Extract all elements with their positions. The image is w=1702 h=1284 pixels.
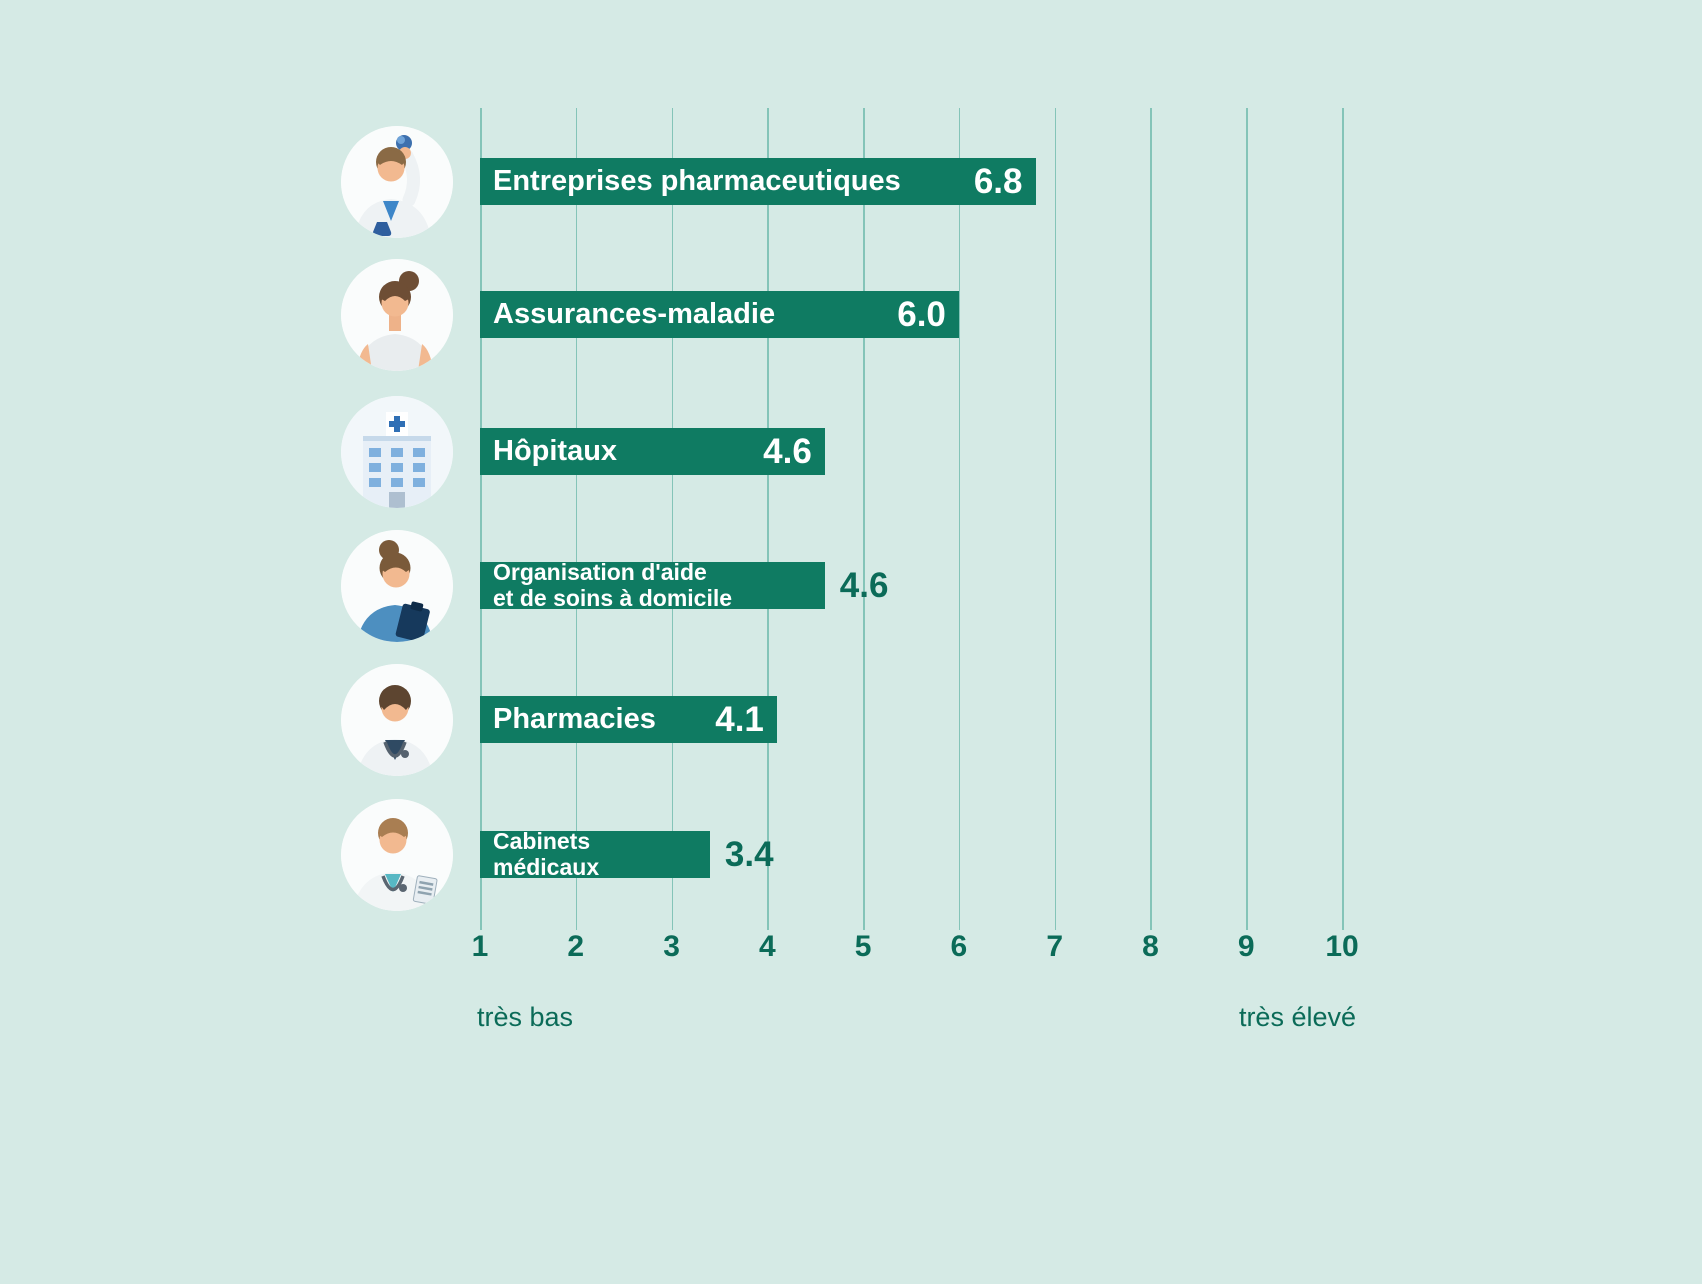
bar-label: Entreprises pharmaceutiques bbox=[493, 165, 901, 197]
axis-min-caption: très bas bbox=[477, 1002, 574, 1032]
x-tick-label: 10 bbox=[1325, 930, 1359, 963]
gridline bbox=[958, 108, 961, 930]
x-tick-label: 2 bbox=[567, 930, 585, 963]
bar-entreprises-pharmaceutiques: Entreprises pharmaceutiques 6.8 bbox=[480, 158, 1036, 205]
bar-label-line1: Cabinets bbox=[493, 827, 591, 854]
gridline bbox=[1150, 108, 1152, 930]
gridline bbox=[575, 108, 578, 930]
gridline bbox=[1342, 108, 1344, 930]
x-tick-label: 5 bbox=[854, 930, 872, 963]
bar-value: 3.4 bbox=[724, 834, 774, 874]
gridline bbox=[863, 108, 865, 930]
bar-organisation-aide-soins: Organisation d'aide et de soins à domici… bbox=[480, 558, 888, 612]
gridline bbox=[1246, 108, 1248, 930]
x-tick-label: 4 bbox=[758, 930, 776, 963]
hospital-icon bbox=[341, 396, 453, 508]
bar-value: 6.8 bbox=[973, 161, 1023, 201]
bar-label: Assurances-maladie bbox=[493, 298, 776, 330]
x-tick-label: 8 bbox=[1142, 930, 1159, 963]
bar-cabinets-medicaux: Cabinets médicaux 3.4 bbox=[480, 827, 774, 881]
bar-label-line1: Organisation d'aide bbox=[493, 558, 707, 585]
bar-value: 4.6 bbox=[839, 565, 889, 605]
bar-row-pharmacies: Pharmacies 4.1 bbox=[0, 664, 1702, 776]
axis-max-caption: très élevé bbox=[1238, 1002, 1356, 1032]
x-tick-label: 9 bbox=[1237, 930, 1255, 963]
doctor-icon bbox=[341, 799, 453, 911]
x-tick-label: 7 bbox=[1046, 930, 1063, 963]
bar-value: 6.0 bbox=[897, 294, 946, 334]
bar-label: Hôpitaux bbox=[493, 435, 618, 467]
bar-label-line2: médicaux bbox=[493, 853, 600, 880]
bar-hopitaux: Hôpitaux 4.6 bbox=[480, 428, 825, 475]
bar-row-entreprises-pharmaceutiques: Entreprises pharmaceutiques 6.8 bbox=[0, 126, 1702, 238]
bar-label: Cabinets médicaux bbox=[480, 827, 600, 881]
home-care-nurse-icon bbox=[341, 530, 453, 642]
x-tick-label: 3 bbox=[663, 930, 680, 963]
bar-value: 4.6 bbox=[763, 431, 812, 471]
pharma-scientist-icon bbox=[341, 126, 453, 238]
bar-row-hopitaux: Hôpitaux 4.6 bbox=[0, 396, 1702, 508]
bar-value: 4.1 bbox=[715, 699, 764, 739]
gridline bbox=[671, 108, 674, 930]
gridline bbox=[1054, 108, 1057, 930]
insured-woman-icon bbox=[341, 259, 453, 371]
bar-row-assurances-maladie: Assurances-maladie 6.0 bbox=[0, 259, 1702, 371]
bar-row-cabinets-medicaux: Cabinets médicaux 3.4 bbox=[0, 799, 1702, 911]
bar-pharmacies: Pharmacies 4.1 bbox=[480, 696, 777, 743]
bar-label-line2: et de soins à domicile bbox=[493, 584, 733, 611]
bar-row-organisation-aide-soins: Organisation d'aide et de soins à domici… bbox=[0, 530, 1702, 642]
bar-label: Organisation d'aide et de soins à domici… bbox=[480, 558, 733, 612]
x-tick-label: 6 bbox=[950, 930, 968, 963]
gridline bbox=[767, 108, 769, 930]
x-tick-label: 1 bbox=[471, 930, 489, 963]
pharmacist-icon bbox=[341, 664, 453, 776]
bar-label: Pharmacies bbox=[493, 703, 656, 735]
bar-assurances-maladie: Assurances-maladie 6.0 bbox=[480, 291, 959, 338]
gridline bbox=[480, 108, 482, 930]
